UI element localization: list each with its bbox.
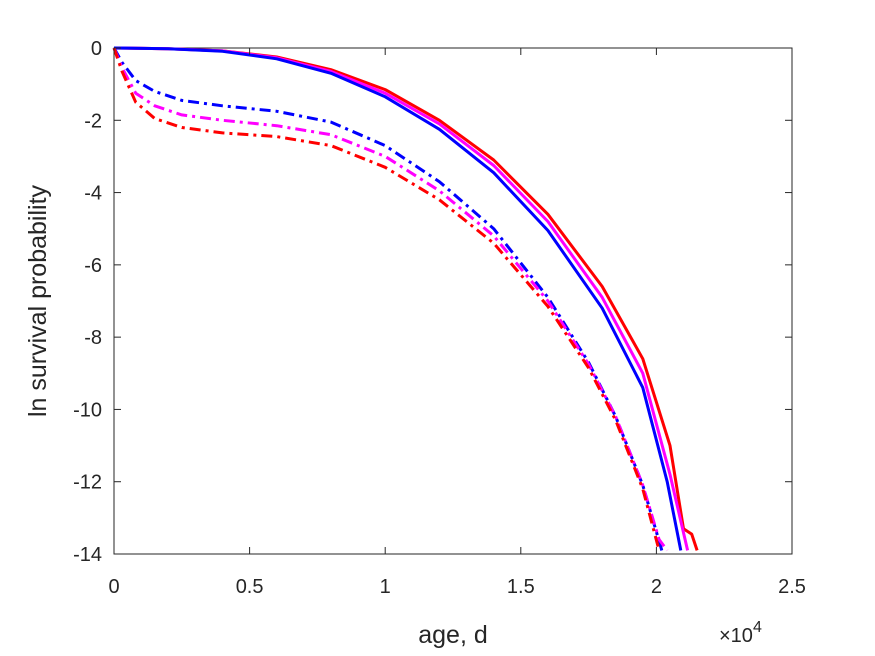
series-line-6 xyxy=(112,47,661,551)
x-tick-label: 2.5 xyxy=(778,576,806,598)
x-axis-label: age, d xyxy=(418,621,488,649)
y-tick-label: -10 xyxy=(73,399,102,421)
series-layer xyxy=(112,46,699,552)
y-tick-label: -4 xyxy=(84,183,102,205)
x-tick-label: 1 xyxy=(380,576,391,598)
y-tick-label: -8 xyxy=(84,327,102,349)
x-tick-label: 0.5 xyxy=(236,576,264,598)
y-tick-label: -14 xyxy=(73,544,102,566)
x-axis-exponent-base: ×10 xyxy=(719,625,753,647)
y-tick-label: 0 xyxy=(91,38,102,60)
x-tick-label: 0 xyxy=(108,576,119,598)
y-tick-label: -6 xyxy=(84,255,102,277)
y-tick-label: -12 xyxy=(73,472,102,494)
x-tick-label: 1.5 xyxy=(507,576,535,598)
x-axis-exponent-power: 4 xyxy=(753,619,762,636)
y-tick-label: -2 xyxy=(84,110,102,132)
ticks-layer: 0 0.5 1 1.5 2 2.5 0 -2 -4 -6 -8 -10 -12 -14 xyxy=(73,38,806,598)
series-line-3 xyxy=(113,46,683,551)
plot-area xyxy=(113,47,793,555)
x-axis-exponent: ×104 xyxy=(719,619,762,647)
x-tick-label: 2 xyxy=(651,576,662,598)
y-axis-label: ln survival probability xyxy=(24,184,52,417)
